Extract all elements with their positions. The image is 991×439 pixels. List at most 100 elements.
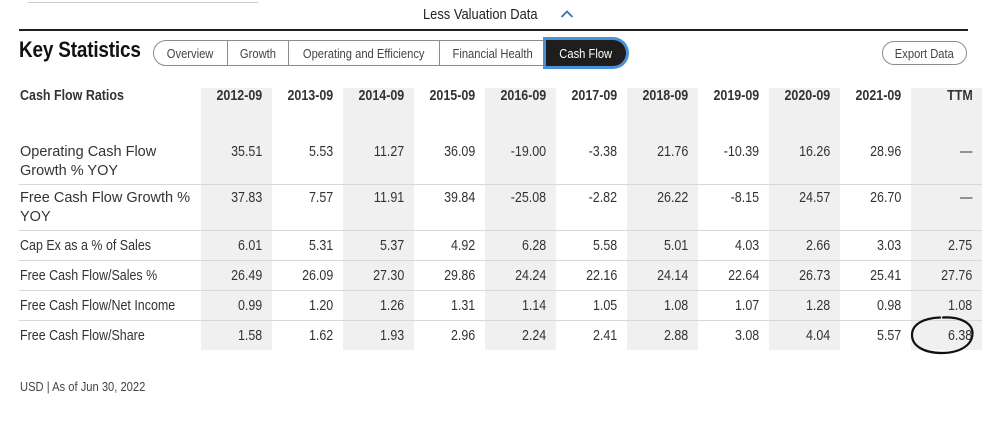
- table-cell: 26.22: [626, 185, 698, 231]
- table-cell: 0.98: [839, 291, 911, 321]
- table-cell: 3.08: [735, 327, 760, 344]
- table-cell: 27.76: [910, 261, 982, 291]
- table-cell: 0.99: [200, 291, 272, 321]
- table-spacer-row: [19, 119, 982, 139]
- table-cell: 16.26: [768, 139, 840, 185]
- table-cell: 35.51: [200, 139, 272, 185]
- tab-financial-health[interactable]: Financial Health: [440, 41, 546, 65]
- column-header: 2013-09: [287, 88, 334, 104]
- column-header: 2016-09: [484, 88, 556, 119]
- table-header-row: Cash Flow Ratios 2012-09 2013-09 2014-09…: [19, 88, 982, 119]
- table-row: Free Cash Flow/Sales % 26.49 26.09 27.30…: [19, 261, 982, 291]
- table-cell: 1.07: [697, 291, 769, 321]
- tab-operating-and-efficiency[interactable]: Operating and Efficiency: [289, 41, 440, 65]
- table-cell: 1.05: [555, 291, 627, 321]
- cropped-previous-content: [28, 0, 258, 3]
- column-header: 2019-09: [713, 88, 760, 104]
- row-label: Free Cash Flow Growth % YOY: [19, 185, 201, 231]
- table-row: Free Cash Flow/Share 1.58 1.62 1.93 2.96…: [19, 321, 982, 350]
- table-cell: 1.08: [626, 291, 698, 321]
- table-cell: 1.08: [910, 291, 982, 321]
- table-cell: 5.31: [271, 231, 343, 261]
- row-label: Free Cash Flow/Net Income: [19, 291, 201, 321]
- table-cell: 4.03: [697, 231, 769, 261]
- table-cell: 1.20: [271, 291, 343, 321]
- table-cell: 24.24: [484, 261, 556, 291]
- statistics-tab-bar: Overview Growth Operating and Efficiency…: [153, 40, 626, 66]
- tab-growth[interactable]: Growth: [228, 41, 289, 65]
- table-cell: -2.82: [555, 185, 627, 231]
- table-row: Operating Cash Flow Growth % YOY 35.51 5…: [19, 139, 982, 185]
- table-cell: -10.39: [697, 139, 769, 185]
- table-cell: 26.70: [839, 185, 911, 231]
- table-cell: 22.64: [697, 261, 769, 291]
- table-cell: 5.58: [555, 231, 627, 261]
- page-title: Key Statistics: [19, 37, 141, 62]
- table-cell: 6.38: [910, 321, 982, 350]
- table-cell: 11.27: [342, 139, 414, 185]
- table-cell: 27.30: [342, 261, 414, 291]
- table-cell: 1.26: [342, 291, 414, 321]
- table-cell: -19.00: [484, 139, 556, 185]
- table-cell: 22.16: [555, 261, 627, 291]
- row-label: Free Cash Flow/Share: [20, 327, 145, 344]
- less-valuation-data-link[interactable]: Less Valuation Data: [423, 4, 574, 24]
- table-cell: 25.41: [839, 261, 911, 291]
- row-label: Cap Ex as a % of Sales: [19, 231, 201, 261]
- column-header: 2020-09: [768, 88, 840, 119]
- row-label: Operating Cash Flow Growth % YOY: [19, 139, 201, 185]
- table-cell: 2.41: [593, 327, 618, 344]
- table-cell: 1.62: [309, 327, 334, 344]
- column-header: 2014-09: [342, 88, 414, 119]
- table-cell: 24.14: [626, 261, 698, 291]
- tab-cash-flow[interactable]: Cash Flow: [546, 40, 626, 66]
- table-cell: 39.84: [413, 185, 485, 231]
- cash-flow-ratios-table: Cash Flow Ratios 2012-09 2013-09 2014-09…: [19, 88, 982, 350]
- tab-overview[interactable]: Overview: [154, 41, 228, 65]
- column-header: 2021-09: [855, 88, 902, 104]
- table-cell: 26.09: [271, 261, 343, 291]
- table-row: Free Cash Flow Growth % YOY 37.83 7.57 1…: [19, 185, 982, 231]
- table-cell: 11.91: [342, 185, 414, 231]
- table-cell: 7.57: [271, 185, 343, 231]
- table-cell: 2.24: [484, 321, 556, 350]
- column-header: 2012-09: [200, 88, 272, 119]
- table-cell: 6.28: [484, 231, 556, 261]
- table-cell: 37.83: [200, 185, 272, 231]
- table-cell: 5.37: [342, 231, 414, 261]
- table-cell: 2.88: [626, 321, 698, 350]
- table-row: Cap Ex as a % of Sales 6.01 5.31 5.37 4.…: [19, 231, 982, 261]
- table-cell: 28.96: [839, 139, 911, 185]
- table-cell: 21.76: [626, 139, 698, 185]
- table-cell: —: [910, 185, 982, 231]
- table-cell: -25.08: [484, 185, 556, 231]
- column-header: 2018-09: [626, 88, 698, 119]
- table-row: Free Cash Flow/Net Income 0.99 1.20 1.26…: [19, 291, 982, 321]
- table-cell: -8.15: [697, 185, 769, 231]
- less-valuation-data-label: Less Valuation Data: [423, 5, 538, 23]
- currency-date-note: USD | As of Jun 30, 2022: [20, 379, 146, 394]
- table-cell: 2.75: [910, 231, 982, 261]
- table-cell: -3.38: [555, 139, 627, 185]
- table-title: Cash Flow Ratios: [20, 88, 124, 104]
- table-cell: 5.57: [877, 327, 902, 344]
- table-cell: 24.57: [768, 185, 840, 231]
- table-cell: 5.53: [271, 139, 343, 185]
- table-cell: 1.58: [200, 321, 272, 350]
- table-cell: —: [910, 139, 982, 185]
- table-cell: 2.96: [451, 327, 476, 344]
- table-cell: 1.93: [342, 321, 414, 350]
- table-cell: 26.73: [768, 261, 840, 291]
- table-cell: 6.01: [200, 231, 272, 261]
- table-cell: 29.86: [413, 261, 485, 291]
- export-data-button[interactable]: Export Data: [882, 41, 967, 65]
- table-cell: 1.14: [484, 291, 556, 321]
- table-cell: 2.66: [768, 231, 840, 261]
- table-cell: 5.01: [626, 231, 698, 261]
- table-cell: 1.31: [413, 291, 485, 321]
- column-header: TTM: [910, 88, 982, 119]
- column-header: 2017-09: [571, 88, 618, 104]
- row-label: Free Cash Flow/Sales %: [19, 261, 201, 291]
- section-divider: [19, 29, 968, 31]
- table-cell: 1.28: [768, 291, 840, 321]
